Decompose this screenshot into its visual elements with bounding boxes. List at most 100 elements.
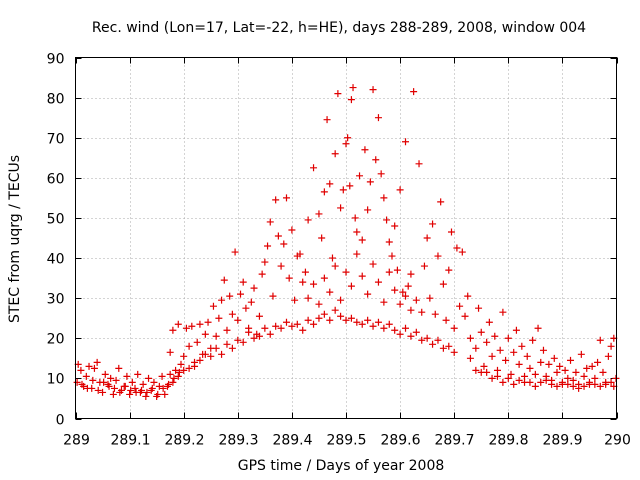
data-point: [234, 336, 242, 344]
data-point: [191, 362, 199, 370]
data-point: [344, 134, 352, 142]
data-point: [291, 296, 299, 304]
data-point: [353, 250, 361, 258]
data-point: [73, 378, 81, 386]
axis-ticks: 289 289.1 289.2 289.3 289.4 289.5 289.6 289.7 28…: [47, 52, 631, 449]
data-point: [234, 316, 242, 324]
y-tick-label: 80: [47, 92, 65, 108]
data-point: [93, 358, 101, 366]
y-tick-label: 70: [47, 132, 65, 148]
data-point: [607, 342, 615, 350]
data-point: [361, 146, 369, 154]
data-point: [334, 90, 342, 98]
data-point: [564, 374, 572, 382]
x-tick-label: 289.5: [326, 433, 366, 449]
data-point: [569, 376, 577, 384]
data-point: [266, 330, 274, 338]
data-point: [331, 306, 339, 314]
data-point: [78, 380, 86, 388]
data-point: [239, 338, 247, 346]
data-point: [429, 220, 437, 228]
data-point: [351, 214, 359, 222]
data-point: [404, 282, 412, 290]
data-point: [212, 332, 220, 340]
data-point: [380, 324, 388, 332]
data-point: [439, 280, 447, 288]
data-point: [491, 332, 499, 340]
data-point: [575, 384, 583, 392]
data-point: [504, 334, 512, 342]
data-point: [591, 374, 599, 382]
data-point: [347, 314, 355, 322]
data-point: [472, 344, 480, 352]
data-point: [231, 248, 239, 256]
y-tick-label: 40: [47, 252, 65, 268]
data-point: [269, 292, 277, 300]
data-point: [94, 386, 102, 394]
data-point: [485, 318, 493, 326]
data-point: [326, 288, 334, 296]
data-point: [99, 388, 107, 396]
data-point: [277, 324, 285, 332]
data-point: [415, 160, 423, 168]
data-point: [577, 350, 585, 358]
data-point: [209, 302, 217, 310]
data-point: [339, 186, 347, 194]
data-point: [83, 384, 91, 392]
data-point: [347, 96, 355, 104]
data-point: [461, 312, 469, 320]
x-tick-label: 289.1: [110, 433, 150, 449]
data-point: [475, 304, 483, 312]
data-point: [331, 262, 339, 270]
data-point: [112, 376, 120, 384]
data-point: [431, 310, 439, 318]
data-point: [169, 326, 177, 334]
data-point: [174, 372, 182, 380]
data-point: [134, 370, 142, 378]
data-point: [607, 378, 615, 386]
data-point: [89, 376, 97, 384]
data-point: [215, 314, 223, 322]
data-point: [534, 324, 542, 332]
data-point: [477, 328, 485, 336]
data-point: [383, 216, 391, 224]
data-point: [364, 290, 372, 298]
data-point: [466, 354, 474, 362]
y-axis-label: STEC from uqrg / TECUs: [7, 155, 23, 323]
data-point: [315, 300, 323, 308]
data-point: [223, 326, 231, 334]
data-point: [261, 258, 269, 266]
data-point: [434, 252, 442, 260]
data-point: [602, 380, 610, 388]
x-tick-label: 289.9: [542, 433, 582, 449]
data-point: [521, 372, 529, 380]
data-point: [545, 360, 553, 368]
data-point: [177, 360, 185, 368]
data-point: [220, 276, 228, 284]
data-point: [572, 368, 580, 376]
data-point: [472, 366, 480, 374]
data-point: [515, 360, 523, 368]
data-point: [594, 358, 602, 366]
data-point: [407, 270, 415, 278]
chart-title: Rec. wind (Lon=17, Lat=-22, h=HE), days …: [92, 20, 586, 36]
data-point: [477, 368, 485, 376]
data-point: [304, 294, 312, 302]
data-point: [123, 372, 131, 380]
y-tick-label: 30: [47, 292, 65, 308]
data-point: [155, 382, 163, 390]
data-point: [310, 280, 318, 288]
data-point: [82, 372, 90, 380]
y-tick-label: 50: [47, 212, 65, 228]
y-tick-label: 60: [47, 172, 65, 188]
data-point: [255, 332, 263, 340]
data-point: [264, 242, 272, 250]
data-point: [556, 362, 564, 370]
x-tick-label: 289.6: [380, 433, 420, 449]
data-point: [150, 378, 158, 386]
data-point: [138, 386, 146, 394]
data-point: [293, 320, 301, 328]
data-point: [182, 324, 190, 332]
data-point: [396, 186, 404, 194]
data-point: [548, 380, 556, 388]
